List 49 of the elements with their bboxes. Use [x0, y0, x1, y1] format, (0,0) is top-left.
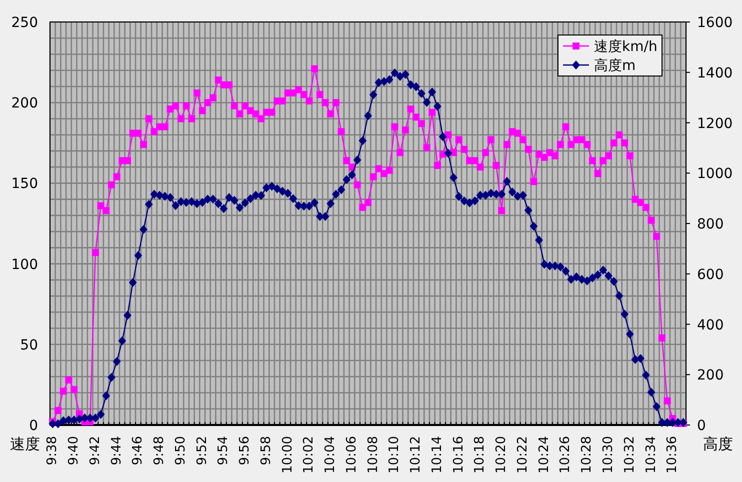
x-tick-label: 9:56: [238, 436, 253, 466]
y-tick-label: 50: [20, 337, 38, 354]
x-tick-label: 9:48: [152, 436, 168, 466]
x-tick-label: 10:12: [408, 436, 424, 474]
y2-tick-label: 1400: [697, 65, 733, 82]
y2-axis-title: 高度: [703, 435, 733, 453]
y2-tick-label: 1200: [697, 116, 733, 132]
x-tick-label: 10:08: [366, 436, 381, 474]
x-tick-label: 10:10: [387, 436, 402, 474]
y-tick-label: 100: [11, 256, 38, 273]
x-tick-label: 10:04: [323, 436, 338, 474]
y-tick-label: 250: [11, 15, 38, 31]
x-tick-label: 10:00: [280, 436, 296, 474]
y2-tick-label: 200: [697, 368, 724, 384]
y2-tick-label: 800: [697, 216, 724, 232]
x-tick-label: 10:24: [536, 436, 552, 474]
x-tick-label: 10:30: [601, 436, 616, 474]
x-tick-label: 10:16: [451, 436, 466, 474]
y2-tick-label: 1600: [697, 15, 733, 31]
x-tick-label: 9:52: [194, 436, 210, 466]
x-tick-label: 10:34: [644, 436, 659, 474]
x-tick-label: 9:50: [173, 436, 188, 466]
x-tick-label: 10:06: [344, 436, 360, 474]
x-tick-label: 10:14: [430, 436, 445, 474]
legend-label: 速度km/h: [594, 39, 658, 55]
y2-tick-label: 600: [697, 266, 724, 283]
x-tick-label: 10:02: [302, 436, 317, 474]
y-axis-title: 速度: [10, 435, 40, 453]
y2-tick-label: 0: [697, 418, 706, 434]
x-tick-label: 10:26: [558, 436, 574, 474]
x-tick-label: 9:40: [66, 436, 82, 466]
x-tick-label: 9:58: [258, 436, 274, 466]
y-tick-label: 0: [29, 418, 38, 434]
x-tick-label: 10:32: [622, 436, 638, 474]
y2-tick-label: 400: [697, 317, 724, 334]
legend-label: 高度m: [594, 58, 636, 74]
x-tick-label: 9:54: [216, 436, 232, 466]
y-tick-label: 200: [11, 96, 38, 112]
x-tick-label: 10:20: [494, 436, 510, 474]
x-tick-label: 10:36: [665, 436, 680, 474]
x-tick-label: 9:42: [88, 436, 103, 466]
x-tick-label: 10:28: [580, 436, 595, 474]
y2-tick-label: 1000: [697, 166, 733, 182]
x-tick-label: 10:18: [472, 436, 488, 474]
x-tick-label: 9:38: [45, 436, 60, 466]
x-tick-label: 9:46: [130, 436, 146, 466]
x-tick-label: 9:44: [109, 436, 124, 466]
y-tick-label: 150: [11, 176, 38, 192]
x-tick-label: 10:22: [515, 436, 530, 474]
